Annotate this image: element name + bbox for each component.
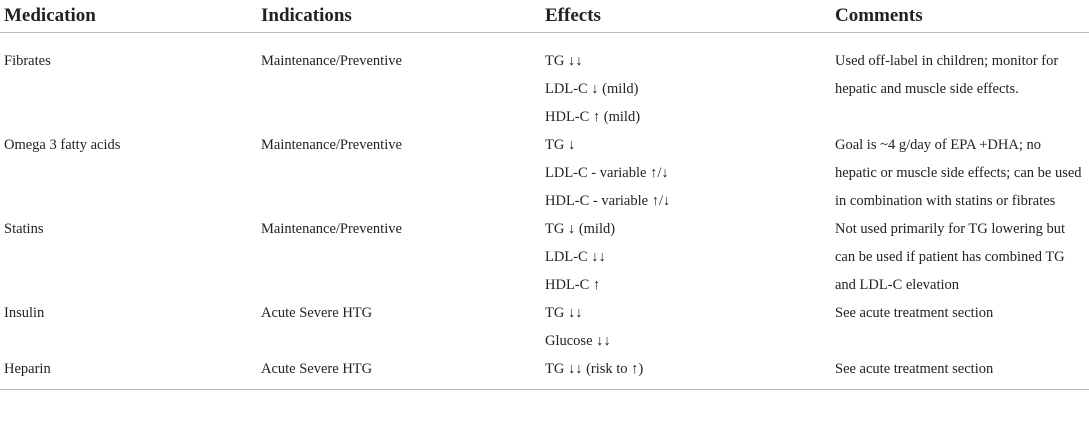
comments-cell: See acute treatment section [831, 355, 1089, 390]
effect-line: TG ↓↓ [545, 305, 583, 321]
comments-cell: Not used primarily for TG lowering but c… [831, 215, 1089, 299]
effect-line: HDL-C ↑ [545, 277, 601, 293]
effect-line: TG ↓ (mild) [545, 221, 616, 237]
indications-cell: Acute Severe HTG [257, 355, 541, 390]
medication-cell: Insulin [4, 305, 45, 321]
comments-cell: See acute treatment section [831, 299, 1089, 355]
indications-cell: Maintenance/Preventive [261, 221, 402, 237]
table-row: Omega 3 fatty acids Maintenance/Preventi… [0, 131, 1089, 215]
effect-line: TG ↓↓ [545, 53, 583, 69]
comments-cell: Goal is ~4 g/day of EPA +DHA; no hepatic… [831, 131, 1089, 215]
indications-cell: Acute Severe HTG [261, 305, 373, 321]
comment-text: Used off-label in children; monitor for … [835, 53, 1059, 97]
effects-cell: TG ↓↓ (risk to ↑) [541, 355, 831, 390]
medication-cell: Heparin [0, 355, 257, 390]
header-medication: Medication [0, 0, 257, 33]
comment-text: See acute treatment section [835, 361, 994, 377]
table-row: Statins Maintenance/Preventive TG ↓ (mil… [0, 215, 1089, 299]
indications-cell: Maintenance/Preventive [261, 53, 402, 69]
effects-cell: TG ↓ LDL-C - variable ↑/↓ HDL-C - variab… [541, 131, 831, 215]
table-header-row: Medication Indications Effects Comments [0, 0, 1089, 33]
medication-cell: Fibrates [4, 53, 51, 69]
effect-line: Glucose ↓↓ [545, 333, 611, 349]
header-effects: Effects [541, 0, 831, 33]
comment-text: See acute treatment section [835, 305, 994, 321]
effects-cell: TG ↓↓ LDL-C ↓ (mild) HDL-C ↑ (mild) [541, 33, 831, 132]
medication-cell: Omega 3 fatty acids [4, 137, 121, 153]
effects-cell: TG ↓ (mild) LDL-C ↓↓ HDL-C ↑ [541, 215, 831, 299]
table-row: Heparin Acute Severe HTG TG ↓↓ (risk to … [0, 355, 1089, 390]
effect-line: TG ↓↓ (risk to ↑) [545, 361, 644, 377]
effect-line: HDL-C ↑ (mild) [545, 109, 641, 125]
effect-line: LDL-C ↓↓ [545, 249, 606, 265]
table-row: Insulin Acute Severe HTG TG ↓↓ Glucose ↓… [0, 299, 1089, 355]
comment-text: Goal is ~4 g/day of EPA +DHA; no hepatic… [835, 137, 1082, 209]
medication-cell: Statins [4, 221, 44, 237]
table-row: Fibrates Maintenance/Preventive TG ↓↓ LD… [0, 33, 1089, 132]
effect-line: LDL-C - variable ↑/↓ [545, 165, 669, 181]
comment-text: Not used primarily for TG lowering but c… [835, 221, 1066, 293]
medication-table: Medication Indications Effects Comments … [0, 0, 1089, 390]
header-comments: Comments [831, 0, 1089, 33]
effect-line: HDL-C - variable ↑/↓ [545, 193, 671, 209]
header-indications: Indications [257, 0, 541, 33]
effect-line: TG ↓ [545, 137, 576, 153]
effects-cell: TG ↓↓ Glucose ↓↓ [541, 299, 831, 355]
indications-cell: Maintenance/Preventive [261, 137, 402, 153]
comments-cell: Used off-label in children; monitor for … [831, 33, 1089, 132]
effect-line: LDL-C ↓ (mild) [545, 81, 639, 97]
